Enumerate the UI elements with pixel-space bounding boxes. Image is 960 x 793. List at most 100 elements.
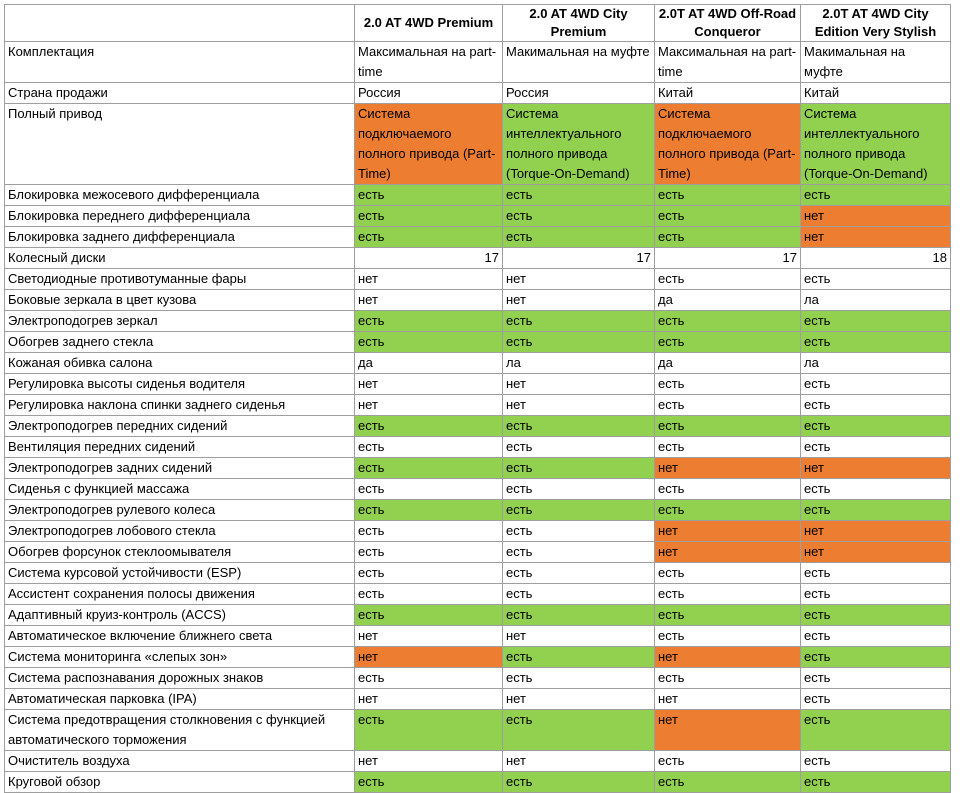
table-row: Электроподогрев передних сидений есть есть… xyxy=(4,415,951,437)
table-row: Электроподогрев задних сидений есть есть не… xyxy=(4,457,951,479)
table-cell: Система интеллектуального полного привод… xyxy=(800,103,951,185)
table-cell: нет xyxy=(800,226,951,248)
row-label: Электроподогрев передних сидений xyxy=(4,415,355,437)
table-cell: есть xyxy=(354,499,503,521)
table-row: Полный привод Система подключаемого полно… xyxy=(4,103,951,185)
table-cell: есть xyxy=(354,520,503,542)
table-cell: есть xyxy=(800,310,951,332)
table-row: Регулировка наклона спинки заднего сиден… xyxy=(4,394,951,416)
table-cell: да xyxy=(354,352,503,374)
table-row: Электроподогрев лобового стекла есть есть н… xyxy=(4,520,951,542)
table-cell: есть xyxy=(800,625,951,647)
table-cell: Максимальная на part-time xyxy=(354,41,503,83)
table-cell: есть xyxy=(654,478,801,500)
table-cell: есть xyxy=(654,373,801,395)
table-cell: есть xyxy=(654,667,801,689)
table-cell: Макимальная на муфте xyxy=(502,41,655,83)
table-cell: 17 xyxy=(354,247,503,269)
row-label: Кожаная обивка салона xyxy=(4,352,355,374)
table-cell: есть xyxy=(800,394,951,416)
table-cell: нет xyxy=(502,373,655,395)
table-cell: есть xyxy=(502,457,655,479)
table-cell: нет xyxy=(354,688,503,710)
table-cell: есть xyxy=(354,331,503,353)
table-cell: есть xyxy=(502,709,655,751)
header-cell-empty xyxy=(4,4,355,42)
table-cell: есть xyxy=(502,562,655,584)
table-cell: есть xyxy=(800,604,951,626)
table-cell: нет xyxy=(654,541,801,563)
table-cell: есть xyxy=(654,604,801,626)
table-cell: есть xyxy=(654,436,801,458)
table-cell: есть xyxy=(502,205,655,227)
table-row: Кожаная обивка салона да ла да ла xyxy=(4,352,951,374)
table-cell: есть xyxy=(502,478,655,500)
table-cell: есть xyxy=(502,184,655,206)
table-cell: есть xyxy=(654,184,801,206)
table-cell: есть xyxy=(502,331,655,353)
row-label: Система предотвращения столкновения с фу… xyxy=(4,709,355,751)
table-cell: есть xyxy=(800,646,951,668)
table-row: Адаптивный круиз-контроль (ACCS) есть есть… xyxy=(4,604,951,626)
table-row: Вентиляция передних сидений есть есть есть е… xyxy=(4,436,951,458)
table-cell: есть xyxy=(354,709,503,751)
table-row: Система предотвращения столкновения с фу… xyxy=(4,709,951,751)
table-cell: Макимальная на муфте xyxy=(800,41,951,83)
row-label: Очиститель воздуха xyxy=(4,750,355,772)
table-cell: есть xyxy=(654,226,801,248)
table-cell: есть xyxy=(800,709,951,751)
table-row: Очиститель воздуха нет нет есть есть xyxy=(4,750,951,772)
row-label: Система курсовой устойчивости (ESP) xyxy=(4,562,355,584)
table-cell: нет xyxy=(654,457,801,479)
table-cell: нет xyxy=(654,646,801,668)
table-cell: есть xyxy=(502,604,655,626)
table-cell: нет xyxy=(354,750,503,772)
table-cell: нет xyxy=(354,646,503,668)
row-label: Боковые зеркала в цвет кузова xyxy=(4,289,355,311)
table-cell: есть xyxy=(502,583,655,605)
table-cell: есть xyxy=(502,226,655,248)
table-row: Сиденья с функцией массажа есть есть есть ес… xyxy=(4,478,951,500)
table-cell: есть xyxy=(654,562,801,584)
row-label: Вентиляция передних сидений xyxy=(4,436,355,458)
table-cell: есть xyxy=(654,415,801,437)
table-row: Светодиодные противотуманные фары нет нет е… xyxy=(4,268,951,290)
table-row: Электроподогрев зеркал есть есть есть есть xyxy=(4,310,951,332)
table-cell: Система подключаемого полного привода (P… xyxy=(654,103,801,185)
row-label: Сиденья с функцией массажа xyxy=(4,478,355,500)
row-label: Автоматическая парковка (IPA) xyxy=(4,688,355,710)
table-row: Колесный диски 17 17 17 18 xyxy=(4,247,951,269)
table-cell: есть xyxy=(800,688,951,710)
table-cell: есть xyxy=(800,583,951,605)
row-label: Электроподогрев задних сидений xyxy=(4,457,355,479)
table-cell: есть xyxy=(354,562,503,584)
table-row: Система мониторинга «слепых зон» нет есть н… xyxy=(4,646,951,668)
table-cell: есть xyxy=(354,415,503,437)
table-row: Круговой обзор есть есть есть есть xyxy=(4,771,951,793)
row-label: Система распознавания дорожных знаков xyxy=(4,667,355,689)
table-cell: ла xyxy=(800,289,951,311)
table-row: Блокировка переднего дифференциала есть ес… xyxy=(4,205,951,227)
table-cell: нет xyxy=(502,289,655,311)
table-row: Регулировка высоты сиденья водителя нет не… xyxy=(4,373,951,395)
table-cell: есть xyxy=(354,583,503,605)
table-cell: есть xyxy=(502,667,655,689)
comparison-table: 2.0 AT 4WD Premium 2.0 AT 4WD City Premi… xyxy=(4,4,951,793)
header-cell-trim-3: 2.0T AT 4WD Off-Road Conqueror xyxy=(654,4,801,42)
table-cell: есть xyxy=(654,771,801,793)
table-cell: есть xyxy=(800,436,951,458)
table-cell: Китай xyxy=(800,82,951,104)
table-cell: нет xyxy=(354,394,503,416)
table-cell: есть xyxy=(502,541,655,563)
row-label: Страна продажи xyxy=(4,82,355,104)
table-cell: есть xyxy=(800,373,951,395)
row-label: Светодиодные противотуманные фары xyxy=(4,268,355,290)
row-label: Полный привод xyxy=(4,103,355,185)
table-cell: есть xyxy=(502,436,655,458)
table-cell: есть xyxy=(800,667,951,689)
table-row: Система распознавания дорожных знаков ест… xyxy=(4,667,951,689)
table-row: Система курсовой устойчивости (ESP) есть е… xyxy=(4,562,951,584)
table-row: Автоматическая парковка (IPA) нет нет нет ес… xyxy=(4,688,951,710)
table-cell: есть xyxy=(654,205,801,227)
table-cell: есть xyxy=(654,583,801,605)
